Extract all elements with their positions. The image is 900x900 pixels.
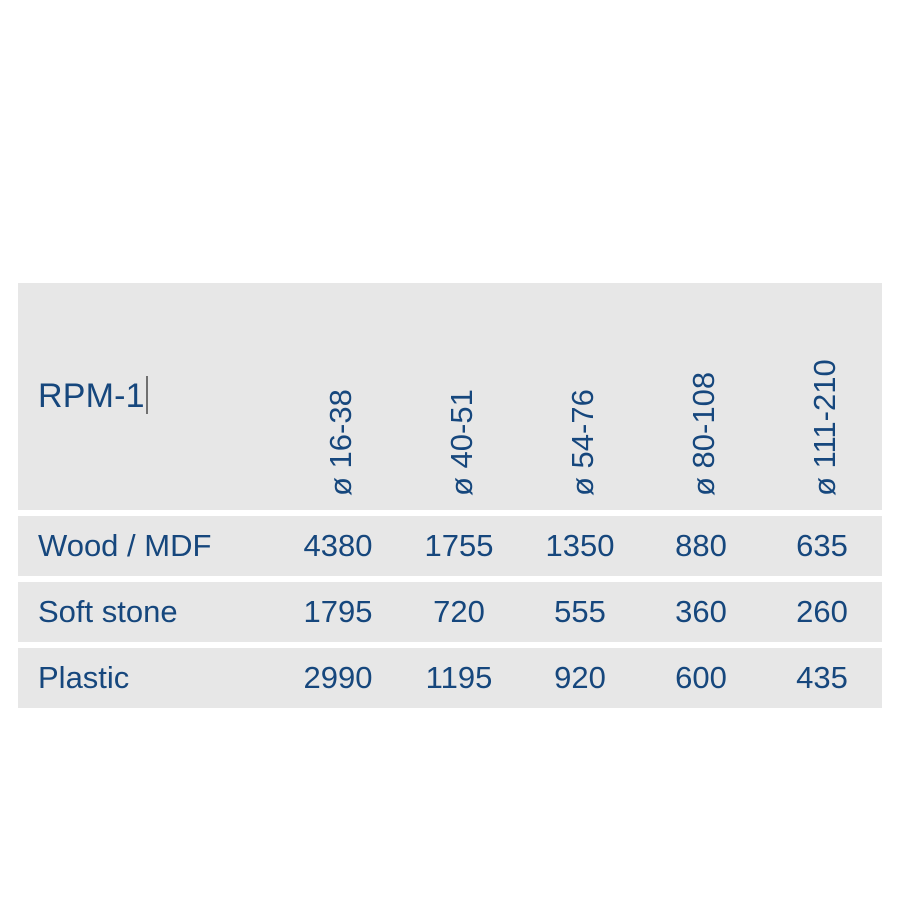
table-cell: 1755	[424, 528, 494, 563]
table-row: Soft stone 1795 720 555 360 260	[18, 582, 882, 642]
row-label: Soft stone	[38, 594, 178, 629]
table-row: Wood / MDF 4380 1755 1350 880 635	[18, 516, 882, 576]
table-cell: 1350	[545, 528, 615, 563]
text-cursor-caret	[145, 375, 148, 414]
table-cell: 720	[433, 594, 485, 629]
row-label: Wood / MDF	[38, 528, 212, 563]
table-row: Plastic 2990 1195 920 600 435	[18, 648, 882, 708]
table-cell: 635	[796, 528, 848, 563]
rpm-spec-table: RPM-1 ø 16-38 ø 40-51 ø 54-76 ø 80-108 ø…	[18, 283, 882, 708]
table-cell: 920	[554, 660, 606, 695]
column-header-label: ø 16-38	[323, 389, 358, 496]
table-title-cell[interactable]: RPM-1	[38, 283, 298, 510]
column-header-label: ø 80-108	[686, 371, 721, 496]
table-cell: 1795	[303, 594, 373, 629]
row-label: Plastic	[38, 660, 130, 695]
table-cell: 880	[675, 528, 727, 563]
table-cell: 2990	[303, 660, 373, 695]
page-title: RPM-1	[38, 377, 145, 415]
table-header-row: RPM-1 ø 16-38 ø 40-51 ø 54-76 ø 80-108 ø…	[18, 283, 882, 510]
table-cell: 260	[796, 594, 848, 629]
table-cell: 360	[675, 594, 727, 629]
table-cell: 1195	[425, 660, 493, 695]
table-cell: 555	[554, 594, 606, 629]
table-cell: 4380	[303, 528, 373, 563]
column-header-label: ø 54-76	[565, 389, 600, 496]
table-cell: 600	[675, 660, 727, 695]
column-header-label: ø 40-51	[444, 389, 479, 496]
column-header-label: ø 111-210	[807, 359, 842, 496]
table-cell: 435	[796, 660, 848, 695]
